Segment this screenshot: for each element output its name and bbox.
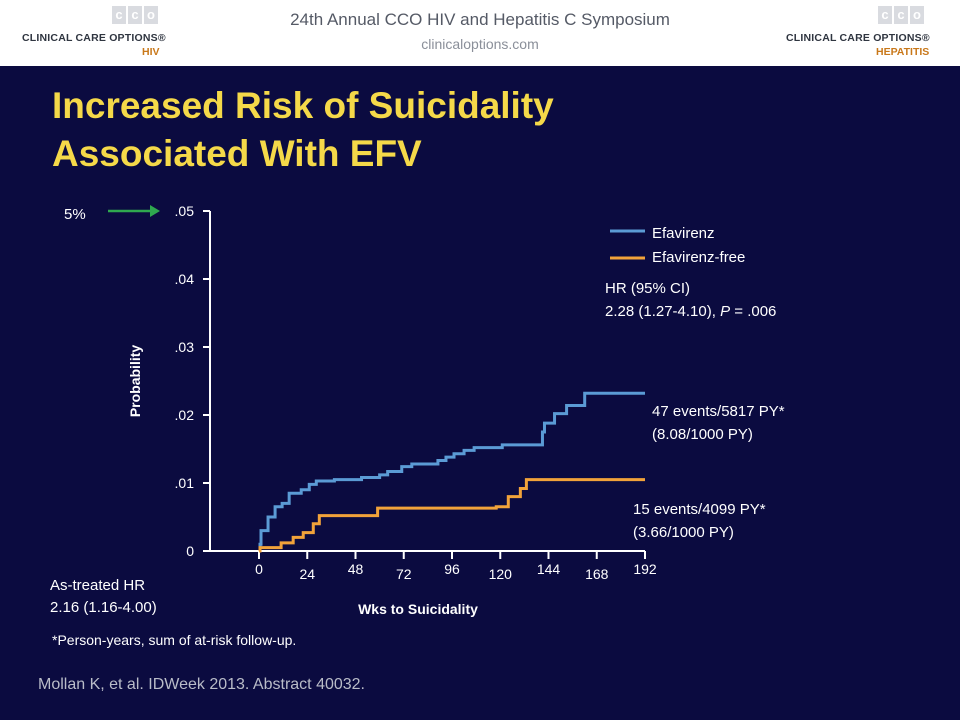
hr-value-prefix: 2.28 (1.27-4.10), bbox=[605, 303, 721, 320]
series-line-0 bbox=[258, 391, 645, 553]
cco-letter: o bbox=[910, 6, 924, 24]
header-bar: c c o CLINICAL CARE OPTIONS® HIV 24th An… bbox=[0, 0, 960, 66]
cco-letter: c bbox=[878, 6, 892, 24]
cco-mark-icon: c c o bbox=[878, 6, 928, 28]
y-tick-label: .05 bbox=[175, 203, 195, 219]
efavirenz-free-rate: (3.66/1000 PY) bbox=[633, 524, 734, 541]
legend-label-efavirenz-free: Efavirenz-free bbox=[652, 249, 745, 266]
hr-p-label: P bbox=[720, 303, 731, 320]
footnote: *Person-years, sum of at-risk follow-up. bbox=[52, 632, 297, 648]
callout-label: 5% bbox=[64, 206, 86, 223]
legend-label-efavirenz: Efavirenz bbox=[652, 225, 715, 242]
y-tick-label: .04 bbox=[175, 271, 195, 287]
efavirenz-free-events: 15 events/4099 PY* bbox=[633, 501, 766, 518]
hr-label: HR (95% CI) bbox=[605, 280, 691, 297]
x-axis-label: Wks to Suicidality bbox=[358, 601, 478, 617]
x-tick-label: 72 bbox=[396, 566, 412, 582]
hr-p-value: = .006 bbox=[730, 303, 777, 320]
efavirenz-rate: (8.08/1000 PY) bbox=[652, 426, 753, 443]
as-treated-label: As-treated HR bbox=[50, 577, 146, 594]
logo-name: CLINICAL CARE OPTIONS® bbox=[22, 32, 166, 44]
slide-title: Increased Risk of Suicidality Associated… bbox=[52, 85, 554, 174]
x-tick-label: 96 bbox=[444, 561, 460, 577]
x-tick-label: 168 bbox=[585, 566, 609, 582]
logo-sub: HEPATITIS bbox=[876, 46, 930, 58]
y-tick-label: .01 bbox=[175, 475, 195, 491]
cco-letter: c bbox=[894, 6, 908, 24]
y-tick-label: .03 bbox=[175, 339, 195, 355]
cco-letter: c bbox=[128, 6, 142, 24]
y-tick-label: 0 bbox=[186, 543, 194, 559]
logo-sub: HIV bbox=[142, 46, 160, 58]
conference-title: 24th Annual CCO HIV and Hepatitis C Symp… bbox=[290, 10, 670, 29]
conference-url: clinicaloptions.com bbox=[421, 36, 539, 52]
x-tick-label: 0 bbox=[255, 561, 263, 577]
x-ticks: 0 24 48 72 96 120 144 168 192 bbox=[255, 551, 657, 582]
cco-letter: c bbox=[112, 6, 126, 24]
y-tick-label: .02 bbox=[175, 407, 195, 423]
x-tick-label: 24 bbox=[299, 566, 315, 582]
cco-hiv-logo: c c o CLINICAL CARE OPTIONS® HIV bbox=[22, 4, 192, 62]
hr-value: 2.28 (1.27-4.10), P = .006 bbox=[605, 303, 776, 320]
y-ticks: 0 .01 .02 .03 .04 .05 bbox=[175, 203, 210, 559]
y-axis-label: Probability bbox=[127, 345, 143, 418]
logo-name: CLINICAL CARE OPTIONS® bbox=[786, 32, 930, 44]
efavirenz-events: 47 events/5817 PY* bbox=[652, 403, 785, 420]
series-layer bbox=[258, 391, 645, 553]
x-tick-label: 48 bbox=[348, 561, 364, 577]
cco-hepatitis-logo: c c o CLINICAL CARE OPTIONS® HEPATITIS bbox=[786, 4, 956, 62]
x-tick-label: 192 bbox=[633, 561, 657, 577]
citation: Mollan K, et al. IDWeek 2013. Abstract 4… bbox=[38, 676, 365, 693]
x-tick-label: 144 bbox=[537, 561, 561, 577]
cco-mark-icon: c c o bbox=[112, 6, 162, 28]
cco-letter: o bbox=[144, 6, 158, 24]
x-tick-label: 120 bbox=[489, 566, 513, 582]
callout-arrow-icon bbox=[150, 205, 160, 217]
series-line-1 bbox=[258, 478, 645, 553]
as-treated-value: 2.16 (1.16-4.00) bbox=[50, 599, 157, 616]
